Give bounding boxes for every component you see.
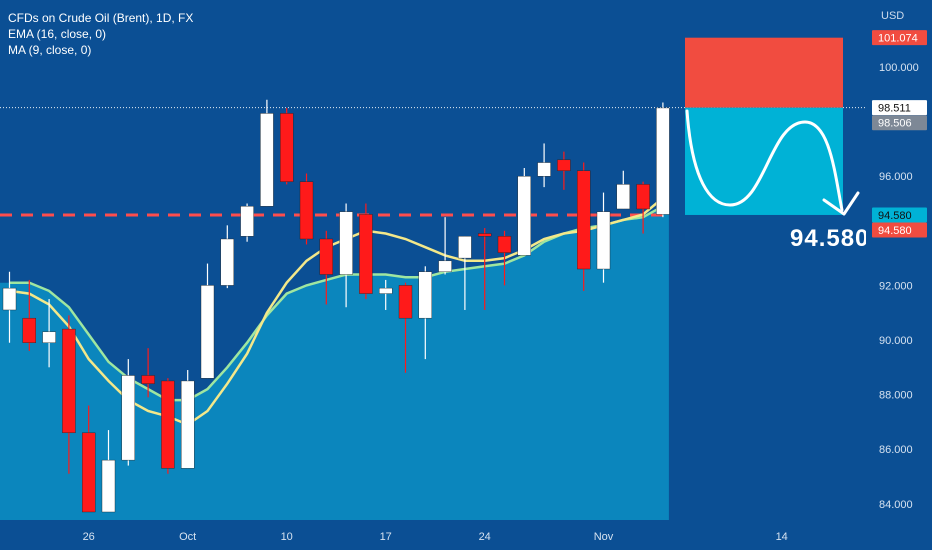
target-price-tag-background — [872, 207, 927, 223]
candle-body — [280, 113, 294, 182]
price-scale-background — [866, 0, 932, 550]
y-tick-label: 92.000 — [879, 280, 913, 292]
y-tick-label: 88.000 — [879, 390, 913, 402]
candle-body — [359, 214, 373, 294]
candle-body — [161, 380, 175, 469]
candle-body — [398, 285, 413, 319]
candle-body — [299, 181, 314, 240]
candle-body — [260, 113, 274, 207]
x-tick-label: 26 — [83, 531, 95, 543]
candle-body — [418, 271, 432, 319]
x-tick-label: 17 — [380, 531, 392, 543]
candle-body — [616, 184, 630, 210]
candle-body — [121, 375, 136, 461]
target-line-tag: 94.580 — [878, 225, 912, 237]
candle-body — [319, 238, 333, 275]
y-tick-label: 100.000 — [879, 62, 919, 74]
candle-body — [557, 159, 571, 171]
candle-body — [339, 211, 353, 275]
target-price-tag: 94.580 — [878, 210, 912, 222]
y-tick-label: 90.000 — [879, 335, 913, 347]
last-price-tag: 98.511 — [878, 103, 911, 115]
x-tick-label: 10 — [281, 531, 293, 543]
candle-body — [240, 206, 254, 237]
last-price-tag-background — [872, 100, 927, 116]
candle-body — [220, 238, 235, 286]
time-scale-background — [0, 520, 932, 550]
stop-price-tag-background — [872, 30, 927, 46]
price-scale-currency: USD — [881, 10, 904, 22]
stop-price-tag: 101.074 — [878, 33, 918, 45]
candle-body — [379, 287, 393, 294]
candle-body — [101, 459, 116, 513]
prev-close-tag: 98.506 — [878, 118, 912, 130]
x-tick-label: Oct — [179, 531, 196, 543]
candle-body — [577, 170, 591, 270]
ema-line — [9, 205, 664, 402]
candle-body — [42, 331, 56, 343]
chart-legend: CFDs on Crude Oil (Brent), 1D, FX EMA (1… — [8, 10, 193, 58]
candle-body — [656, 107, 670, 215]
legend-ema[interactable]: EMA (16, close, 0) — [8, 27, 107, 41]
stop-loss-zone — [685, 37, 843, 108]
y-tick-label: 96.000 — [879, 171, 913, 183]
candle-body — [200, 285, 215, 379]
y-tick-label: 86.000 — [879, 444, 913, 456]
candle-body — [438, 260, 452, 272]
x-tick-label: 14 — [776, 531, 788, 543]
candle-body — [2, 287, 17, 311]
projection-arrowhead — [822, 191, 860, 216]
legend-title[interactable]: CFDs on Crude Oil (Brent), 1D, FX — [8, 11, 194, 25]
legend-ma[interactable]: MA (9, close, 0) — [8, 43, 92, 57]
candle-body — [458, 236, 472, 259]
take-profit-zone — [685, 107, 843, 215]
candle-body — [478, 233, 492, 237]
projection-curve — [685, 109, 844, 212]
candle-body — [596, 211, 611, 270]
candle-body — [81, 432, 96, 513]
target-annotation: 94.580 — [790, 225, 869, 252]
target-line-tag-background — [872, 222, 927, 238]
candle-body — [22, 317, 36, 343]
candle-body — [62, 328, 76, 434]
candle-body — [636, 184, 650, 210]
candle-body — [517, 175, 531, 256]
candle-body — [141, 375, 155, 384]
candle-body — [497, 236, 512, 253]
prev-close-tag-background — [872, 115, 927, 131]
y-tick-label: 84.000 — [879, 499, 913, 511]
candle-body — [180, 380, 195, 469]
x-tick-label: 24 — [479, 531, 491, 543]
ma-line — [9, 197, 664, 427]
candle-body — [537, 162, 551, 177]
x-tick-label: Nov — [594, 531, 614, 543]
